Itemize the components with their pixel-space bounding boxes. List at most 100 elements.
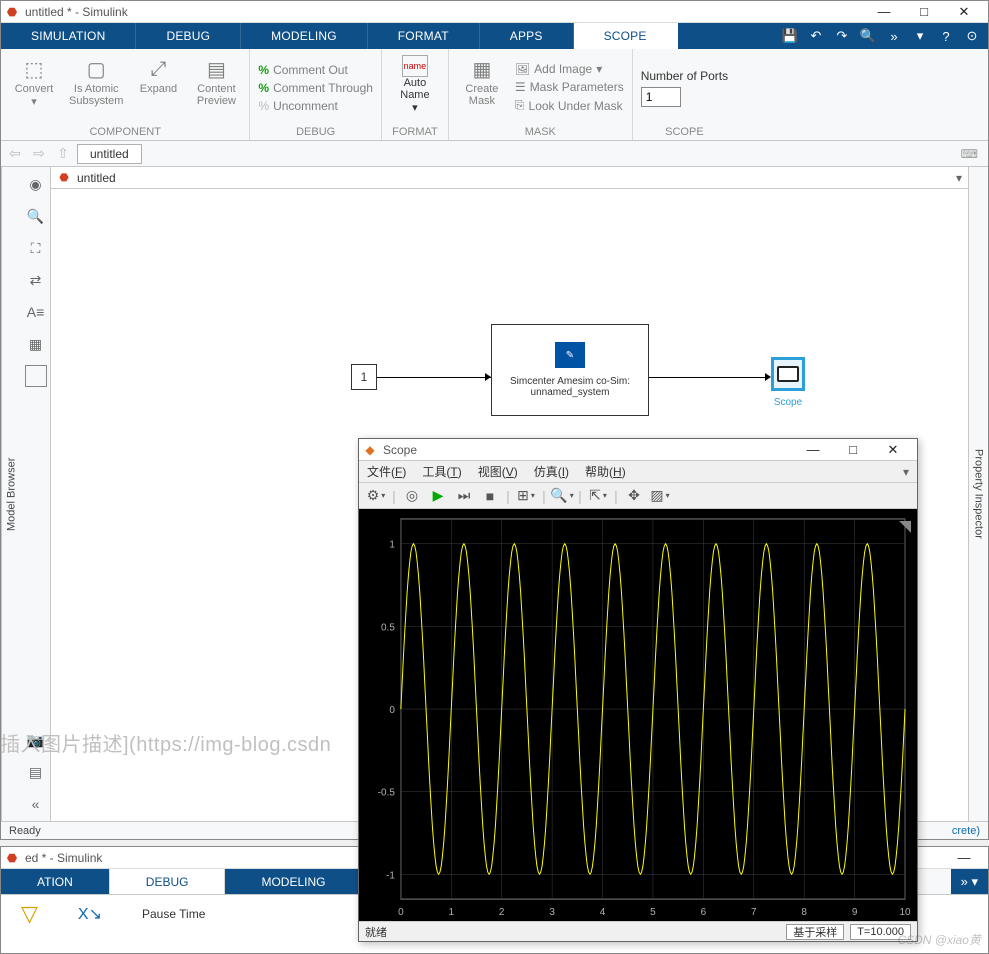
step-icon[interactable]: X↘ bbox=[78, 904, 102, 924]
tab-modeling[interactable]: MODELING bbox=[241, 23, 368, 49]
watermark: CSDN @xiao黄 bbox=[897, 931, 981, 948]
collapse-icon[interactable]: « bbox=[25, 793, 47, 815]
num-ports-input[interactable] bbox=[641, 87, 681, 107]
redo-icon[interactable]: ↷ bbox=[832, 26, 852, 46]
ribbon-group-component: ⬚Convert▾ ▢Is Atomic Subsystem ⤢Expand ▤… bbox=[1, 49, 250, 140]
scope-block-label: Scope bbox=[766, 397, 810, 408]
maximize-button[interactable]: □ bbox=[904, 1, 944, 23]
nav-fwd-icon[interactable]: ⇨ bbox=[29, 144, 49, 164]
image-tool-icon[interactable]: ▦ bbox=[25, 333, 47, 355]
scope-menu-tools[interactable]: 工具(T) bbox=[422, 463, 461, 480]
step-fwd-icon[interactable]: ⏭ bbox=[453, 485, 475, 507]
dropdown-icon[interactable]: ▾ bbox=[910, 26, 930, 46]
expand-button[interactable]: ⤢Expand bbox=[133, 51, 183, 124]
autoscale-icon[interactable]: ⇱▾ bbox=[587, 485, 609, 507]
svg-text:2: 2 bbox=[499, 907, 505, 918]
model-browser-tab[interactable]: Model Browser bbox=[1, 167, 21, 821]
uncomment-button[interactable]: %Uncomment bbox=[258, 98, 373, 114]
simulink-icon: ⬣ bbox=[5, 5, 19, 19]
wire-1[interactable] bbox=[377, 377, 491, 378]
play-icon[interactable]: ▶ bbox=[427, 485, 449, 507]
search-icon[interactable]: 🔍 bbox=[858, 26, 878, 46]
tab-scope[interactable]: SCOPE bbox=[574, 23, 678, 49]
scope-menubar: 文件(F) 工具(T) 视图(V) 仿真(I) 帮助(H) ▾ bbox=[359, 461, 917, 483]
nav-back-icon[interactable]: ⇦ bbox=[5, 144, 25, 164]
tab-simulation[interactable]: SIMULATION bbox=[1, 23, 136, 49]
gear-icon[interactable]: ⚙▾ bbox=[365, 485, 387, 507]
create-mask-button[interactable]: ▦Create Mask bbox=[457, 51, 507, 124]
expand-icon: ⤢ bbox=[144, 55, 172, 83]
scope-group-label: SCOPE bbox=[641, 124, 728, 138]
tab-debug[interactable]: DEBUG bbox=[136, 23, 241, 49]
annotation-icon[interactable]: A≡ bbox=[25, 301, 47, 323]
scope-menu-file[interactable]: 文件(F) bbox=[367, 463, 406, 480]
autoname-button[interactable]: name Auto Name▾ bbox=[390, 51, 440, 124]
target-icon[interactable]: ◎ bbox=[401, 485, 423, 507]
scope-window: ◆ Scope — □ ✕ 文件(F) 工具(T) 视图(V) 仿真(I) 帮助… bbox=[358, 438, 918, 942]
highlight-icon[interactable]: ▨▾ bbox=[649, 485, 671, 507]
scope-menu-help[interactable]: 帮助(H) bbox=[585, 463, 626, 480]
tab2-debug[interactable]: DEBUG bbox=[110, 869, 226, 894]
preview-button[interactable]: ▤Content Preview bbox=[191, 51, 241, 124]
atomic-button[interactable]: ▢Is Atomic Subsystem bbox=[67, 51, 125, 124]
second-more-icon[interactable]: » ▾ bbox=[951, 869, 988, 894]
svg-text:10: 10 bbox=[900, 907, 912, 918]
menubar-quickaccess: 💾 ↶ ↷ 🔍 » ▾ ? ⊙ bbox=[780, 23, 988, 49]
scope-minimize-button[interactable]: — bbox=[793, 439, 833, 461]
close-button[interactable]: ✕ bbox=[944, 1, 984, 23]
atomic-icon: ▢ bbox=[82, 55, 110, 83]
scope-menu-more-icon[interactable]: ▾ bbox=[903, 465, 909, 479]
constant-block[interactable]: 1 bbox=[351, 364, 377, 390]
comment-out-icon: % bbox=[258, 63, 269, 77]
help-icon[interactable]: ? bbox=[936, 26, 956, 46]
tab-apps[interactable]: APPS bbox=[480, 23, 574, 49]
tab2-simulation[interactable]: ATION bbox=[1, 869, 110, 894]
nav-up-icon[interactable]: ⇧ bbox=[53, 144, 73, 164]
minimize-button[interactable]: — bbox=[864, 1, 904, 23]
zoom-icon[interactable]: 🔍▾ bbox=[551, 485, 573, 507]
more-icon[interactable]: » bbox=[884, 26, 904, 46]
save-icon[interactable]: 💾 bbox=[780, 26, 800, 46]
convert-button[interactable]: ⬚Convert▾ bbox=[9, 51, 59, 124]
mask-params-button[interactable]: ☰Mask Parameters bbox=[515, 79, 624, 95]
uncomment-icon: % bbox=[258, 99, 269, 113]
explorer-icon[interactable]: ◉ bbox=[25, 173, 47, 195]
keyboard-icon[interactable]: ⌨ bbox=[961, 147, 984, 161]
area-tool-icon[interactable] bbox=[25, 365, 47, 387]
canvas-dropdown-icon[interactable]: ▾ bbox=[956, 171, 962, 185]
breakpoint-icon[interactable]: ▽ bbox=[21, 901, 38, 927]
scope-status-sample: 基于采样 bbox=[786, 924, 844, 940]
breadcrumb[interactable]: untitled bbox=[77, 144, 142, 164]
wire-2[interactable] bbox=[649, 377, 769, 378]
svg-text:1: 1 bbox=[449, 907, 455, 918]
minimize-button[interactable]: — bbox=[944, 847, 984, 869]
comment-through-button[interactable]: %Comment Through bbox=[258, 80, 373, 96]
property-inspector-tab[interactable]: Property Inspector bbox=[968, 167, 988, 821]
fit-view-icon[interactable]: ⛶ bbox=[25, 237, 47, 259]
signal-icon[interactable]: ⇄ bbox=[25, 269, 47, 291]
scope-close-button[interactable]: ✕ bbox=[873, 439, 913, 461]
add-image-button[interactable]: 🖼Add Image ▾ bbox=[515, 61, 624, 77]
scope-block[interactable] bbox=[771, 357, 805, 391]
scope-plot[interactable]: 012345678910-1-0.500.51 bbox=[359, 509, 917, 921]
scope-maximize-button[interactable]: □ bbox=[833, 439, 873, 461]
scope-menu-view[interactable]: 视图(V) bbox=[478, 463, 518, 480]
tab2-modeling[interactable]: MODELING bbox=[225, 869, 362, 894]
cosim-block[interactable]: ✎ Simcenter Amesim co-Sim: unnamed_syste… bbox=[491, 324, 649, 416]
cursor-icon[interactable]: ✥ bbox=[623, 485, 645, 507]
record-icon[interactable]: ▤ bbox=[25, 761, 47, 783]
undo-icon[interactable]: ↶ bbox=[806, 26, 826, 46]
zoom-fit-icon[interactable]: 🔍 bbox=[25, 205, 47, 227]
layout-icon[interactable]: ⊞▾ bbox=[515, 485, 537, 507]
fullscreen-icon[interactable]: ⊙ bbox=[962, 26, 982, 46]
comment-out-button[interactable]: %Comment Out bbox=[258, 62, 373, 78]
status-left: Ready bbox=[9, 825, 41, 837]
ribbon-group-scope: Number of Ports SCOPE bbox=[633, 49, 736, 140]
scope-menu-sim[interactable]: 仿真(I) bbox=[534, 463, 569, 480]
look-under-button[interactable]: ⎘Look Under Mask bbox=[515, 97, 624, 114]
stop-icon[interactable]: ■ bbox=[479, 485, 501, 507]
tab-format[interactable]: FORMAT bbox=[368, 23, 480, 49]
look-under-icon: ⎘ bbox=[515, 98, 525, 113]
canvas-title: untitled bbox=[77, 171, 116, 185]
svg-text:9: 9 bbox=[852, 907, 858, 918]
